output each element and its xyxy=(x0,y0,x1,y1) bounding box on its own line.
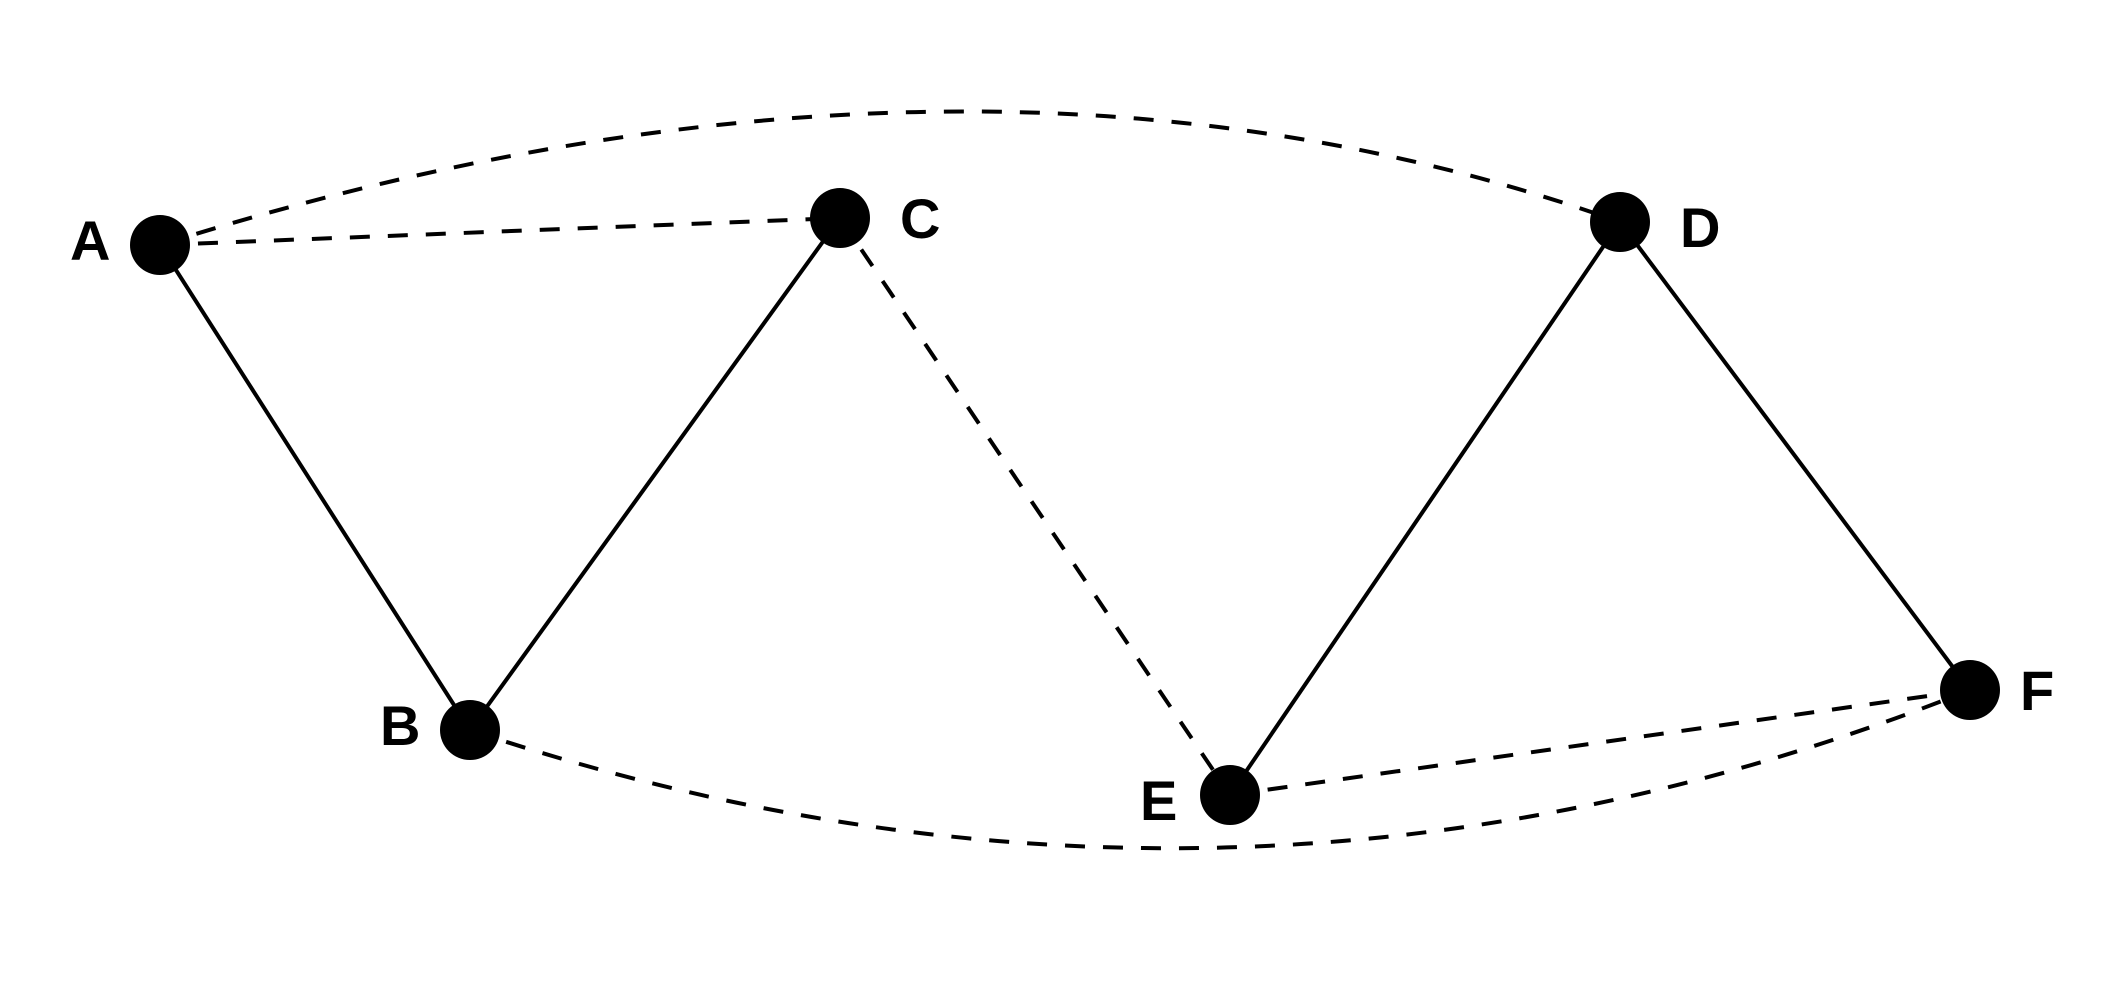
network-diagram: A B C D E F xyxy=(0,0,2104,998)
edge-e-f xyxy=(1230,690,1970,795)
edge-d-f xyxy=(1620,222,1970,690)
edge-c-e xyxy=(840,218,1230,795)
edge-a-c xyxy=(160,218,840,245)
edge-a-d xyxy=(160,111,1620,245)
node-c xyxy=(810,188,870,248)
node-label-c: C xyxy=(900,187,940,250)
edge-b-c xyxy=(470,218,840,730)
node-f xyxy=(1940,660,2000,720)
node-a xyxy=(130,215,190,275)
node-b xyxy=(440,700,500,760)
node-label-d: D xyxy=(1680,196,1720,259)
node-e xyxy=(1200,765,1260,825)
node-d xyxy=(1590,192,1650,252)
edge-d-e xyxy=(1230,222,1620,795)
edge-a-b xyxy=(160,245,470,730)
node-label-e: E xyxy=(1140,769,1177,832)
node-label-f: F xyxy=(2020,659,2054,722)
node-label-a: A xyxy=(70,209,110,272)
labels-group: A B C D E F xyxy=(70,187,2054,832)
node-label-b: B xyxy=(380,694,420,757)
